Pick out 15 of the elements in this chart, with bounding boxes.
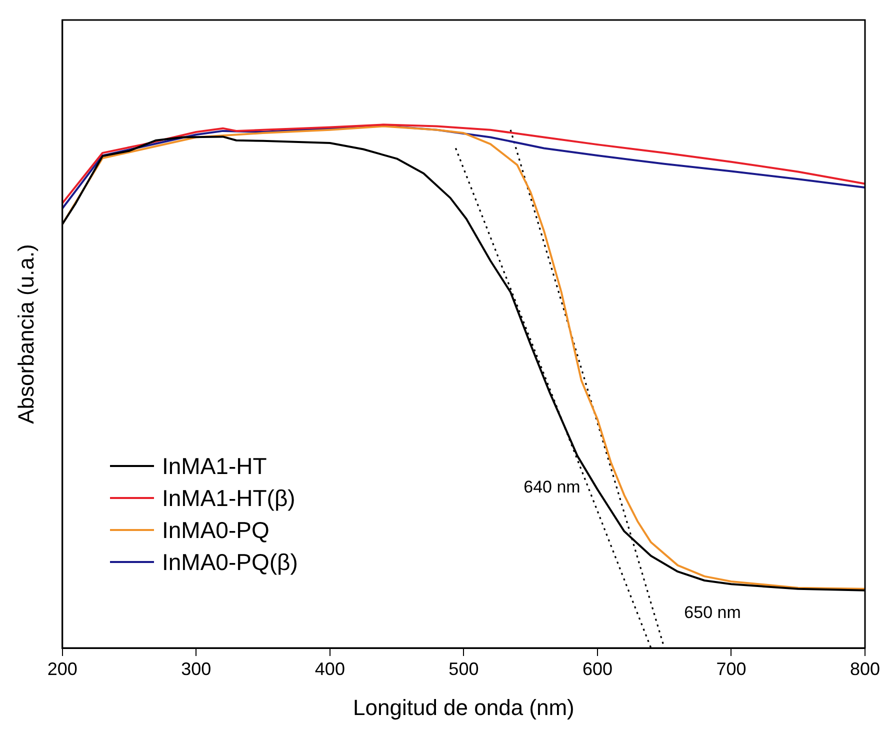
legend-label: InMA0-PQ [162, 516, 270, 545]
legend-label: InMA1-HT(β) [162, 484, 296, 513]
x-tick-label: 800 [850, 658, 880, 679]
legend-label: InMA0-PQ(β) [162, 548, 298, 577]
x-tick-label: 400 [314, 658, 345, 679]
annotation: 640 nm [524, 478, 580, 497]
x-tick-label: 300 [181, 658, 212, 679]
x-axis-title: Longitud de onda (nm) [353, 694, 574, 720]
legend-label: InMA1-HT [162, 452, 267, 481]
x-tick-label: 700 [716, 658, 746, 679]
y-axis-title: Absorbancia (u.a.) [13, 244, 38, 424]
x-tick-label: 500 [448, 658, 479, 679]
x-tick-label: 200 [47, 658, 78, 679]
x-tick-label: 600 [582, 658, 612, 679]
annotation: 650 nm [684, 603, 741, 622]
